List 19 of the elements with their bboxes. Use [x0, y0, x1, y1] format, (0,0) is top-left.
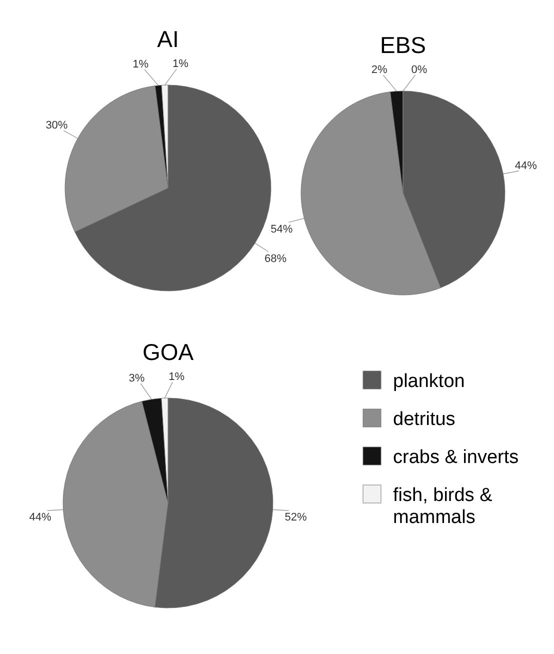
data-label: 1% — [172, 58, 189, 70]
chart-title: EBS — [380, 32, 426, 58]
legend-label: fish, birds & mammals — [393, 485, 493, 528]
data-label: 44% — [514, 160, 538, 172]
data-label: 44% — [29, 512, 52, 524]
data-label: 30% — [46, 120, 68, 132]
data-label: 1% — [132, 58, 149, 71]
chart-title: AI — [157, 26, 179, 52]
legend-label: crabs & inverts — [393, 447, 519, 468]
legend-label: plankton — [393, 371, 465, 392]
data-label: 3% — [128, 372, 145, 384]
data-label: 54% — [270, 223, 293, 236]
data-label: 1% — [168, 371, 185, 384]
chart-title: GOA — [142, 339, 194, 365]
text: 0% — [411, 64, 428, 76]
legend-label: detritus — [393, 409, 456, 430]
data-label: 52% — [284, 512, 307, 524]
data-label: 68% — [264, 252, 287, 265]
data-label: 2% — [371, 64, 388, 76]
